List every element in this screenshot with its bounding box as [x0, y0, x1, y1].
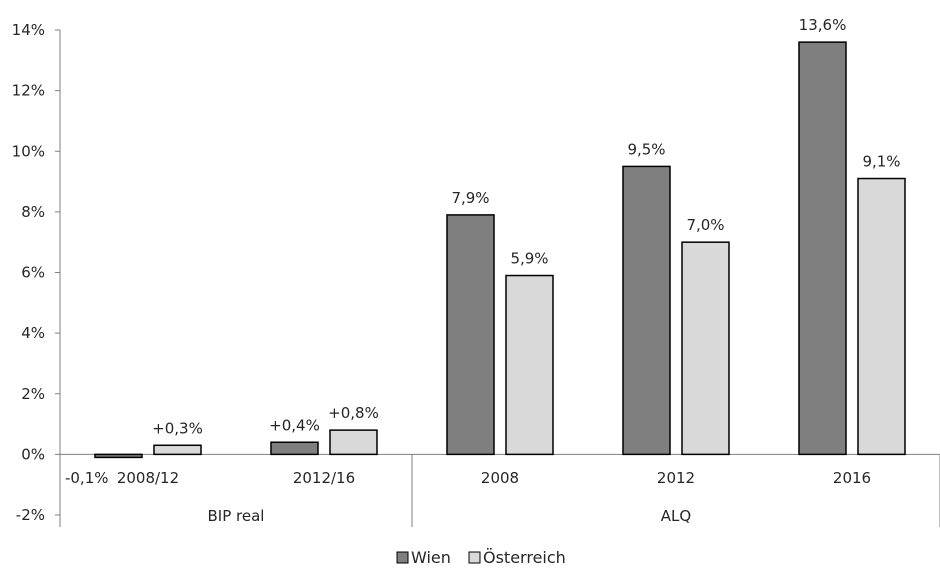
y-tick-label: 6%: [21, 264, 45, 282]
category-label: 2012/16: [293, 469, 355, 487]
data-label: 9,1%: [862, 153, 900, 171]
data-label: -0,1%: [65, 469, 109, 487]
y-tick-label: -2%: [16, 506, 45, 524]
bar--sterreich: [681, 241, 730, 456]
bars: [94, 41, 906, 459]
y-tick-label: 12%: [12, 82, 45, 100]
y-tick-label: 4%: [21, 324, 45, 342]
bar-wien: [446, 214, 495, 456]
legend: Wien Österreich: [396, 548, 566, 567]
data-label: +0,8%: [328, 404, 379, 422]
category-label: 2008/12: [117, 469, 179, 487]
bar--sterreich: [153, 444, 202, 456]
axes: -2% 0% 2% 4% 6% 8% 10% 12% 14% 2008/12 2012/16 2008…: [12, 21, 940, 527]
data-labels: -0,1% +0,3% +0,4% +0,8% 7,9% 5,9% 9,5% 7,0% 13,6…: [65, 16, 901, 487]
data-label: +0,3%: [152, 419, 203, 437]
legend-label: Wien: [411, 548, 451, 567]
y-tick-label: 2%: [21, 385, 45, 403]
bar--sterreich: [505, 274, 554, 456]
legend-label: Österreich: [483, 548, 566, 567]
data-label: 5,9%: [510, 250, 548, 268]
group-label: BIP real: [208, 507, 265, 525]
bar-wien: [798, 41, 847, 456]
category-label: 2012: [657, 469, 695, 487]
y-tick-label: 14%: [12, 21, 45, 39]
data-label: +0,4%: [269, 416, 320, 434]
y-tick-label: 10%: [12, 142, 45, 160]
bar-wien: [270, 441, 319, 456]
legend-swatch: [468, 551, 481, 564]
y-tick-label: 0%: [21, 445, 45, 463]
data-label: 7,9%: [451, 189, 489, 207]
group-label: ALQ: [661, 507, 691, 525]
bar-wien: [94, 453, 143, 459]
data-label: 9,5%: [627, 140, 665, 158]
bar--sterreich: [857, 177, 906, 456]
bar-wien: [622, 165, 671, 456]
category-label: 2016: [833, 469, 871, 487]
data-label: 13,6%: [799, 16, 847, 34]
data-label: 7,0%: [686, 216, 724, 234]
bar--sterreich: [329, 429, 378, 456]
y-tick-label: 8%: [21, 203, 45, 221]
legend-swatch: [396, 551, 409, 564]
category-label: 2008: [481, 469, 519, 487]
